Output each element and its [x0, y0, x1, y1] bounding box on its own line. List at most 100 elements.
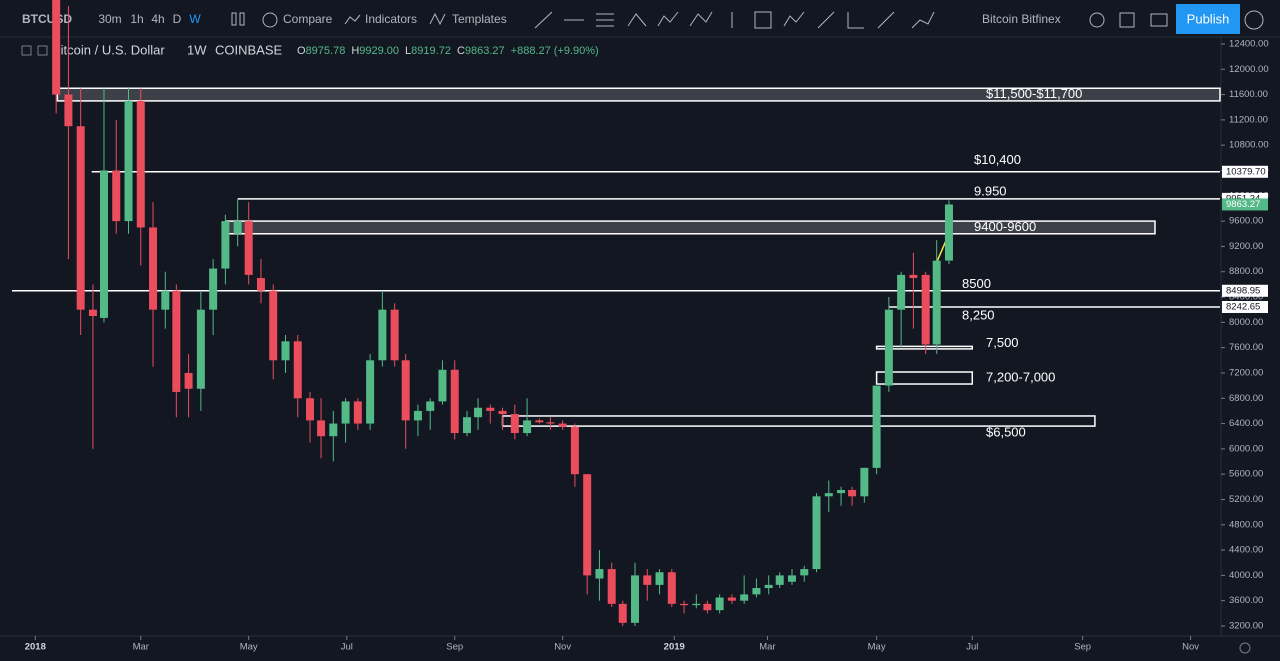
zone-label: 9400-9600 [974, 219, 1036, 234]
zone-label: 9.950 [974, 183, 1007, 198]
interval-button[interactable]: 30m [98, 12, 121, 26]
y-tick-label: 11600.00 [1229, 89, 1268, 100]
y-tick-label: 8800.00 [1229, 266, 1263, 277]
candle-body [824, 493, 833, 497]
compare-button[interactable]: Compare [283, 12, 333, 26]
candle-body [366, 360, 375, 424]
brush-tool[interactable] [817, 11, 835, 29]
candle-body [546, 422, 555, 424]
elliott-tool[interactable] [689, 11, 713, 27]
y-tick-label: 3200.00 [1229, 621, 1263, 632]
candle-body [680, 603, 689, 606]
settings-icon[interactable] [1089, 12, 1105, 28]
price-tag-label: 10379.70 [1226, 166, 1266, 177]
snapshot-icon[interactable] [1150, 13, 1168, 27]
interval-button[interactable]: 1h [130, 12, 143, 26]
interval-button[interactable]: D [173, 12, 182, 26]
y-tick-label: 4400.00 [1229, 545, 1263, 556]
y-tick-label: 8000.00 [1229, 317, 1263, 328]
legend-key: O [297, 45, 306, 57]
candle-icon[interactable] [239, 12, 245, 26]
legend-icon[interactable] [37, 45, 48, 56]
indicators-button[interactable]: Indicators [365, 12, 417, 26]
x-tick-label: May [868, 642, 886, 653]
zone-label: $11,500-$11,700 [986, 86, 1082, 101]
interval-button[interactable]: 4h [151, 12, 164, 26]
zone-box [875, 345, 974, 350]
measure-tool[interactable] [847, 12, 864, 29]
compare-icon[interactable] [262, 12, 278, 28]
candle-body [607, 569, 616, 604]
candle-body [149, 227, 158, 310]
indicators-icon[interactable] [344, 14, 361, 25]
candle-body [269, 290, 278, 361]
candle-body [462, 417, 471, 434]
pattern-tool[interactable] [657, 11, 679, 27]
x-tick-label: Nov [554, 642, 571, 653]
candle-body [692, 603, 701, 606]
y-tick-label: 6800.00 [1229, 393, 1263, 404]
pitchfork-tool[interactable] [627, 13, 647, 27]
candle-body [837, 489, 846, 494]
more-tool[interactable] [911, 11, 935, 29]
candle-body [583, 474, 592, 576]
candle-body [897, 274, 906, 310]
y-tick-label: 9600.00 [1229, 216, 1263, 227]
candle-body [872, 385, 881, 468]
abc-tool[interactable] [783, 11, 805, 27]
legend-icon[interactable] [21, 45, 32, 56]
zone-box [56, 87, 1221, 102]
candle-body [535, 420, 544, 423]
y-tick-label: 12400.00 [1229, 38, 1269, 49]
candle-body [281, 341, 290, 361]
legend-change: +888.27 (+9.90%) [511, 45, 599, 57]
candle-body [256, 278, 265, 291]
candle-body [848, 489, 857, 497]
y-tick-label: 7200.00 [1229, 367, 1263, 378]
y-tick-label: 9200.00 [1229, 241, 1263, 252]
x-tick-label: Sep [446, 642, 463, 653]
symbol[interactable]: BTCUSD [22, 12, 72, 26]
replay-icon[interactable] [1244, 10, 1264, 30]
y-tick-label: 11200.00 [1229, 114, 1268, 125]
zoom-tool[interactable] [877, 11, 895, 29]
shape-tool[interactable] [754, 11, 772, 29]
candle-body [244, 221, 253, 275]
candle-body [76, 126, 85, 310]
y-tick-label: 6400.00 [1229, 418, 1263, 429]
candle-body [317, 420, 326, 437]
axis-settings-icon[interactable] [1239, 642, 1251, 654]
legend-value: 9863.27 [465, 45, 505, 57]
watch-symbol[interactable]: Bitcoin Bitfinex [982, 12, 1061, 26]
candle-body [209, 268, 218, 310]
templates-button[interactable]: Templates [452, 12, 507, 26]
candle-body [161, 290, 170, 310]
candle-body [450, 369, 459, 434]
trend-tool[interactable] [534, 11, 553, 29]
candle-body [618, 603, 627, 623]
zone-label: $6,500 [986, 424, 1026, 439]
candle-body [558, 423, 567, 427]
candle-body [667, 572, 676, 604]
legend-value: 8975.78 [306, 45, 346, 57]
interval-button[interactable]: W [189, 12, 201, 26]
templates-icon[interactable] [429, 12, 446, 26]
price-tag-label: 8242.65 [1226, 301, 1260, 312]
legend-value: 8919.72 [411, 45, 451, 57]
zone-label: $10,400 [974, 152, 1021, 167]
candle-body [944, 204, 953, 261]
candle-body [775, 575, 784, 585]
candle-body [800, 569, 809, 576]
candle-body [124, 100, 133, 222]
candle-body [631, 575, 640, 623]
candle-icon[interactable] [231, 12, 237, 26]
candle-body [172, 290, 181, 392]
publish-label[interactable]: Publish [1187, 11, 1230, 26]
candle-body [921, 274, 930, 345]
fullscreen-icon[interactable] [1119, 12, 1135, 28]
publish-button[interactable] [1176, 4, 1240, 34]
candle-body [715, 597, 724, 611]
candle-body [306, 398, 315, 421]
candle-body [595, 569, 604, 579]
